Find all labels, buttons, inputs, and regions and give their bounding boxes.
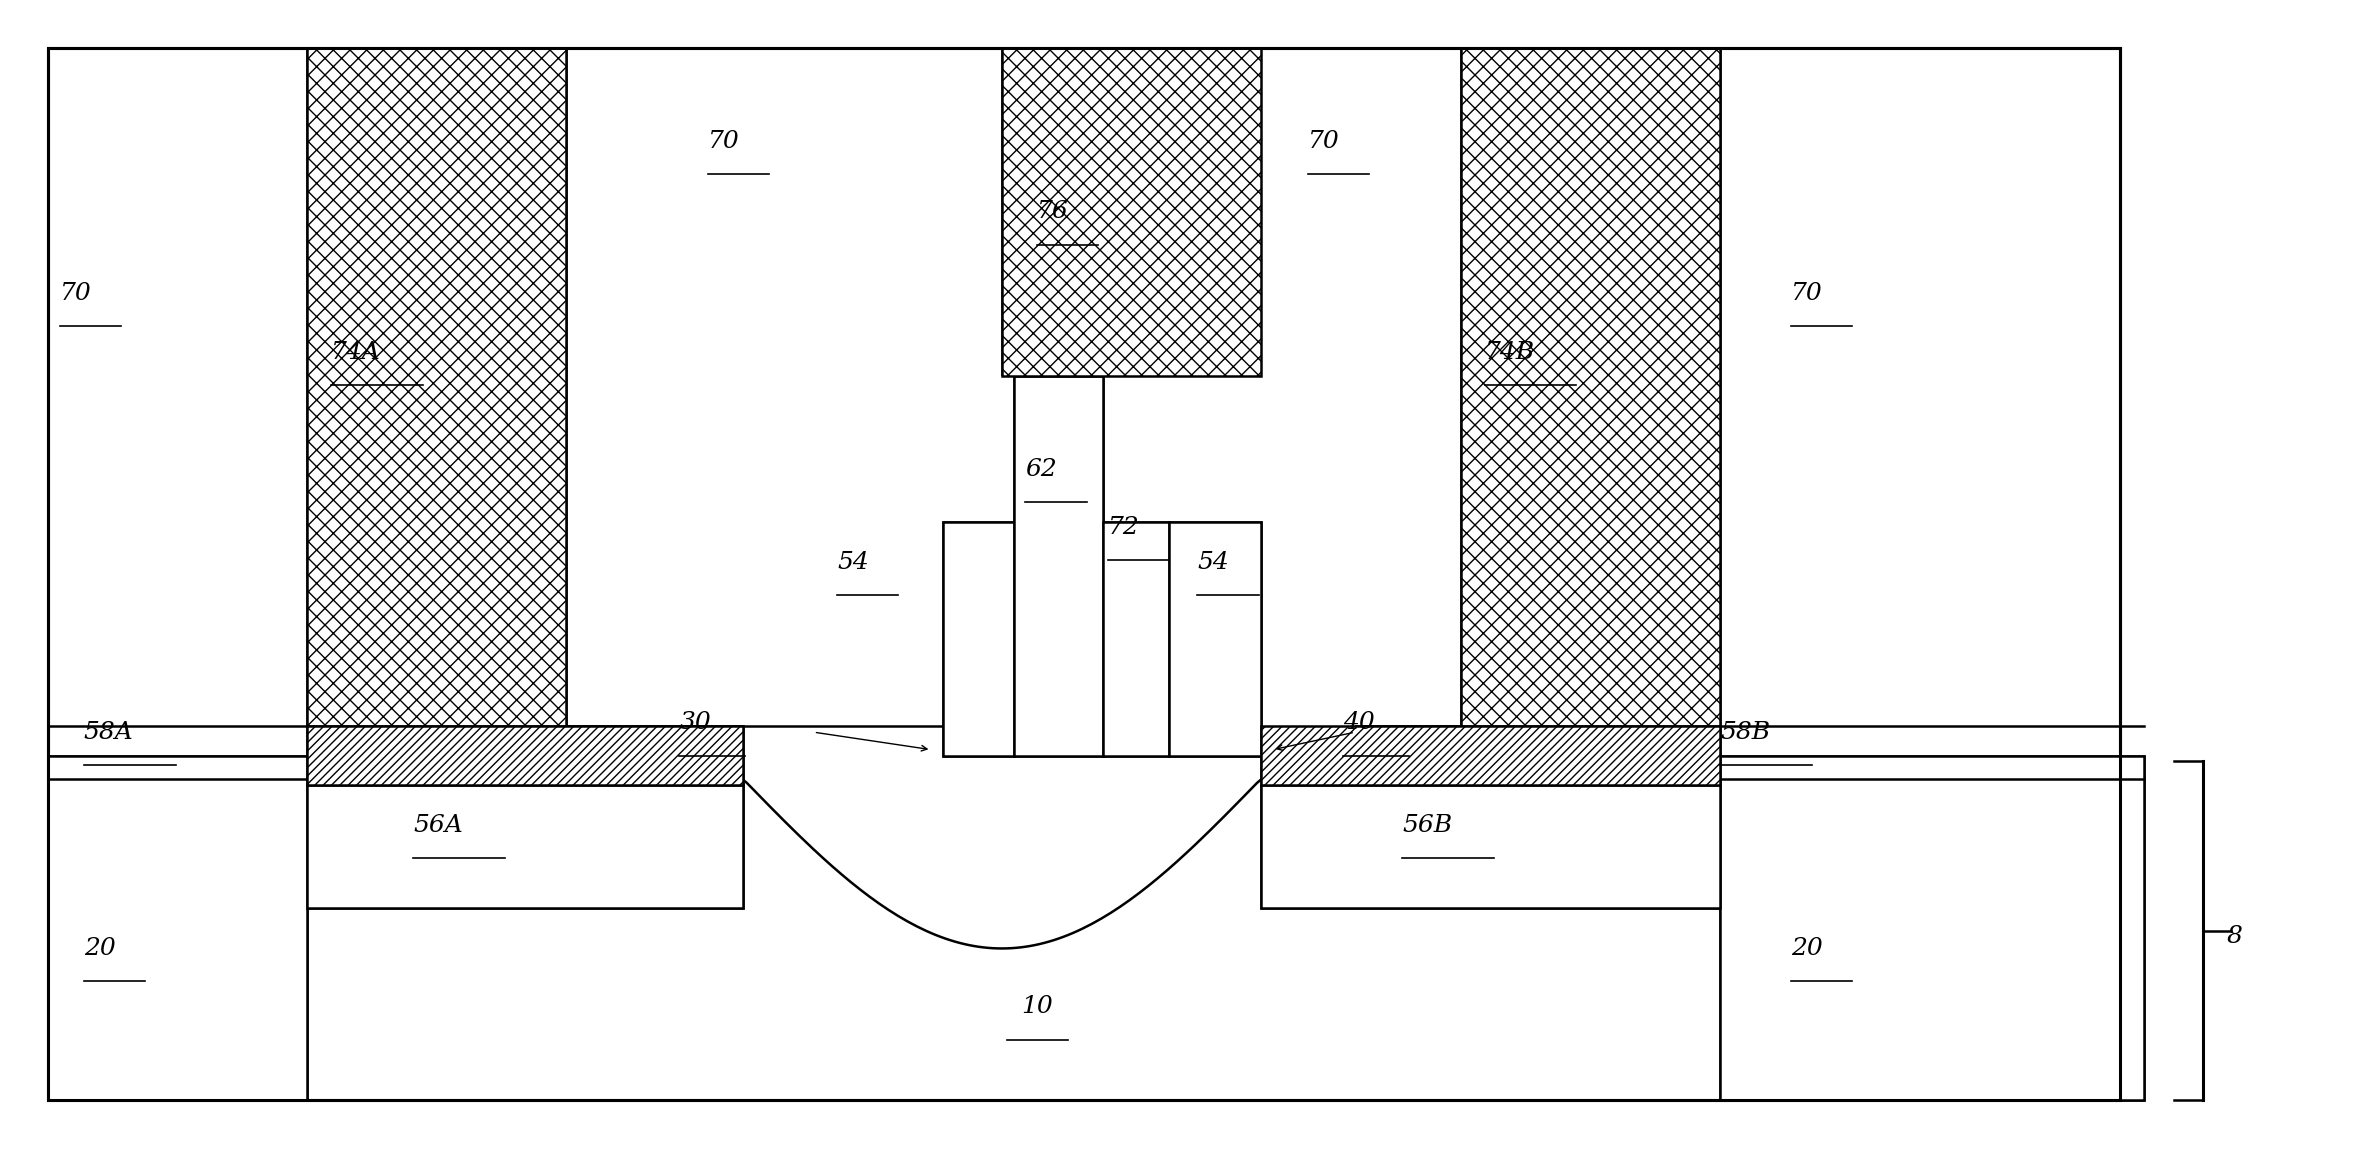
Bar: [1721, 756, 2145, 1101]
Text: 58B: 58B: [1721, 721, 1770, 744]
Bar: [306, 48, 566, 727]
Bar: [306, 727, 742, 785]
Text: 8: 8: [2225, 925, 2242, 948]
Text: 70: 70: [61, 282, 92, 305]
Bar: [943, 375, 1355, 756]
Bar: [306, 785, 742, 907]
Bar: [1261, 727, 1721, 785]
Bar: [1002, 48, 1249, 375]
Text: 74B: 74B: [1485, 341, 1534, 363]
Text: 62: 62: [1025, 457, 1058, 481]
Bar: [306, 727, 742, 785]
Bar: [1014, 375, 1103, 756]
Text: 56B: 56B: [1402, 815, 1452, 837]
Text: 70: 70: [1791, 282, 1822, 305]
Bar: [1261, 727, 1721, 785]
Bar: [306, 48, 566, 727]
Text: 20: 20: [85, 936, 115, 960]
Bar: [49, 48, 2121, 1101]
Bar: [306, 785, 742, 907]
Bar: [943, 522, 1014, 756]
Text: 54: 54: [1197, 551, 1228, 574]
Bar: [1261, 785, 1721, 907]
Text: 70: 70: [707, 130, 740, 154]
Bar: [1721, 756, 2145, 1101]
Text: 74A: 74A: [330, 341, 382, 363]
Text: 72: 72: [1108, 516, 1141, 539]
Bar: [1103, 522, 1169, 756]
Bar: [1461, 48, 1721, 727]
Text: 70: 70: [1308, 130, 1339, 154]
Bar: [1103, 522, 1169, 756]
Bar: [1169, 522, 1261, 756]
Bar: [1014, 375, 1103, 756]
Bar: [49, 48, 2121, 762]
Text: 58A: 58A: [85, 721, 134, 744]
Bar: [49, 48, 2121, 1101]
Bar: [49, 756, 306, 1101]
Bar: [1169, 522, 1261, 756]
Bar: [943, 522, 1014, 756]
Bar: [49, 756, 306, 1101]
Text: 54: 54: [837, 551, 870, 574]
Bar: [1461, 48, 1721, 727]
Bar: [1002, 48, 1261, 375]
Text: 10: 10: [1021, 995, 1054, 1018]
Text: 40: 40: [1343, 711, 1374, 735]
Text: 30: 30: [679, 711, 712, 735]
Text: 20: 20: [1791, 936, 1822, 960]
Text: 76: 76: [1037, 200, 1070, 224]
Bar: [1261, 785, 1721, 907]
Text: 56A: 56A: [412, 815, 462, 837]
